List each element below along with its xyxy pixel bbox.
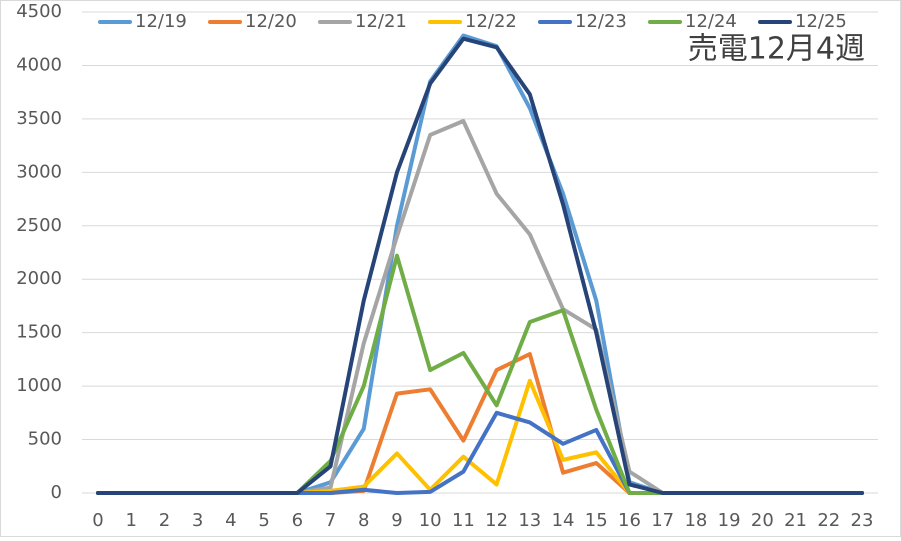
legend-label: 12/21 [355,11,407,32]
y-tick-label: 500 [28,429,62,450]
x-tick-label: 13 [518,510,541,531]
y-tick-label: 3000 [16,161,62,182]
y-tick-label: 2500 [16,215,62,236]
legend-label: 12/22 [465,11,517,32]
x-tick-label: 5 [258,510,269,531]
x-tick-label: 0 [92,510,103,531]
x-tick-label: 9 [391,510,402,531]
annotation: 売電12月4週 [688,32,865,67]
x-tick-label: 20 [751,510,774,531]
x-tick-label: 3 [192,510,203,531]
legend-label: 12/20 [245,11,297,32]
legend-label: 12/25 [795,11,847,32]
x-tick-label: 12 [485,510,508,531]
x-tick-label: 14 [552,510,575,531]
x-tick-label: 23 [851,510,874,531]
x-tick-label: 8 [358,510,369,531]
x-tick-label: 2 [159,510,170,531]
x-tick-label: 22 [817,510,840,531]
y-tick-label: 4000 [16,54,62,75]
x-tick-label: 1 [125,510,136,531]
x-tick-label: 18 [684,510,707,531]
y-tick-label: 4500 [16,1,62,22]
x-tick-label: 21 [784,510,807,531]
x-tick-label: 6 [292,510,303,531]
x-tick-label: 10 [419,510,442,531]
x-tick-label: 7 [325,510,336,531]
x-tick-label: 15 [585,510,608,531]
y-tick-label: 0 [51,482,62,503]
y-tick-label: 1000 [16,375,62,396]
legend-label: 12/19 [135,11,187,32]
legend-label: 12/23 [575,11,627,32]
x-tick-label: 17 [651,510,674,531]
y-tick-label: 3500 [16,108,62,129]
legend-label: 12/24 [685,11,737,32]
x-tick-label: 4 [225,510,236,531]
y-tick-label: 2000 [16,268,62,289]
series-line [96,36,864,495]
x-tick-label: 19 [718,510,741,531]
x-tick-label: 16 [618,510,641,531]
x-tick-label: 11 [452,510,475,531]
y-tick-label: 1500 [16,322,62,343]
